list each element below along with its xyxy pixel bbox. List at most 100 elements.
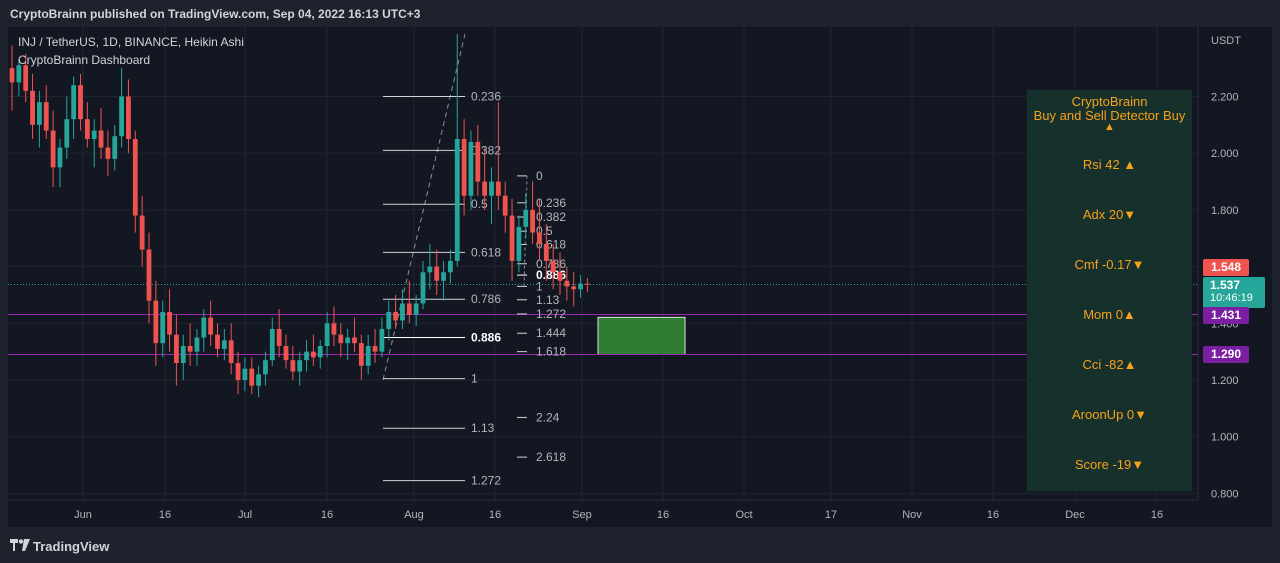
fib-small-level-label: 0.236 <box>536 196 566 210</box>
candle-body <box>345 337 351 344</box>
candle-body <box>269 328 275 361</box>
fib-small-level-label: 1.272 <box>536 307 566 321</box>
dashboard-panel: CryptoBrainn Buy and Sell Detector Buy ▲… <box>1027 90 1192 491</box>
candle-body <box>448 260 453 273</box>
dashboard-title-1: CryptoBrainn <box>1071 94 1148 109</box>
publish-info: CryptoBrainn published on TradingView.co… <box>10 7 421 21</box>
candle-body <box>393 311 398 321</box>
candle-body <box>23 65 29 91</box>
candle-body <box>406 303 412 315</box>
candle-body <box>37 102 42 125</box>
y-tick-label: 0.800 <box>1211 488 1239 500</box>
candle-body <box>84 119 90 140</box>
candle-body <box>228 340 234 363</box>
x-tick-label: Oct <box>735 509 752 521</box>
fib-small-level-label: 1.444 <box>536 326 566 340</box>
candle-body <box>167 311 172 335</box>
candle-body <box>256 374 261 386</box>
candle-body <box>215 334 220 349</box>
candle-body <box>174 334 179 363</box>
x-tick-label: 17 <box>825 509 837 521</box>
candle-body <box>16 65 22 83</box>
fib-small-level-label: 1.13 <box>536 293 560 307</box>
fib-small-level-label: 1 <box>536 279 543 293</box>
candles[interactable] <box>9 34 590 398</box>
footer: TradingView <box>0 530 1280 563</box>
price-chart[interactable]: 0.2360.3820.50.6180.7860.88611.131.27200… <box>8 27 1272 527</box>
dashboard-cci: Cci -82▲ <box>1082 357 1137 372</box>
candle-body <box>146 249 152 301</box>
fib-level-label: 1 <box>471 372 478 386</box>
candle-body <box>201 317 207 338</box>
candle-body <box>543 243 549 261</box>
candle-body <box>30 90 35 125</box>
fib-level-label: 1.272 <box>471 474 501 488</box>
dashboard-title-2: Buy and Sell Detector Buy <box>1033 108 1186 123</box>
candle-body <box>132 139 138 216</box>
x-tick-label: Nov <box>902 509 922 521</box>
candle-body <box>482 181 488 196</box>
x-tick-label: Sep <box>572 509 592 521</box>
y-tick-label: 2.200 <box>1211 92 1239 104</box>
fib-level-label: 0.786 <box>471 292 501 306</box>
candle-body <box>283 345 289 361</box>
candle-body <box>585 283 590 285</box>
candle-body <box>365 345 371 366</box>
dashboard-mom: Mom 0▲ <box>1083 307 1136 322</box>
fib-level-label: 0.886 <box>471 330 501 344</box>
fib-level-label: 0.5 <box>471 197 488 211</box>
candle-body <box>242 368 248 380</box>
candle-body <box>550 260 556 273</box>
candle-body <box>311 351 316 358</box>
candle-body <box>537 232 542 244</box>
target-zone-layer <box>597 316 686 355</box>
x-tick-label: Jun <box>74 509 92 521</box>
y-tick-label: 1.800 <box>1211 205 1239 217</box>
dashboard-cmf: Cmf -0.17▼ <box>1074 257 1145 272</box>
x-tick-label: 16 <box>321 509 333 521</box>
x-tick-label: Jul <box>238 509 252 521</box>
candle-body <box>427 266 433 273</box>
fib-level-label: 0.618 <box>471 245 501 259</box>
candle-body <box>126 96 131 140</box>
footer-brand[interactable]: TradingView <box>33 539 110 554</box>
x-tick-label: 16 <box>1151 509 1163 521</box>
candle-body <box>400 303 405 321</box>
dashboard-score: Score -19▼ <box>1074 457 1145 472</box>
current-price-value: 1.537 <box>1210 278 1241 292</box>
x-tick-label: 16 <box>489 509 501 521</box>
symbol-legend[interactable]: INJ / TetherUS, 1D, BINANCE, Heikin Ashi <box>18 35 244 49</box>
tradingview-logo-icon[interactable] <box>10 539 30 553</box>
candle-body <box>119 96 124 137</box>
candle-body <box>276 328 282 346</box>
y-axis[interactable]: 2.2002.0001.8001.6001.4001.2001.0000.800… <box>1197 27 1241 500</box>
fib-small-level-label: 2.24 <box>536 410 560 424</box>
y-axis-unit: USDT <box>1211 35 1241 47</box>
x-axis[interactable]: Jun 16 Jul 16 Aug 16 Sep 16 Oct 17 Nov 16 Dec 16 <box>8 499 1198 521</box>
candle-body <box>91 130 97 140</box>
candle-body <box>98 130 104 148</box>
candle-body <box>297 360 303 372</box>
indicator-legend[interactable]: CryptoBrainn Dashboard <box>18 53 151 67</box>
candle-body <box>434 266 440 281</box>
bar-countdown: 10:46:19 <box>1210 292 1253 304</box>
candle-body <box>495 181 501 196</box>
candle-body <box>564 280 570 287</box>
candle-body <box>221 340 227 349</box>
candle-body <box>358 343 364 366</box>
fib-small-level-label: 0 <box>536 169 543 183</box>
dashboard-title-arrow: ▲ <box>1104 121 1115 133</box>
fib-small-level-label: 2.618 <box>536 450 566 464</box>
candle-body <box>304 351 309 361</box>
candle-body <box>194 337 200 352</box>
candle-body <box>43 102 49 131</box>
candle-body <box>112 136 118 159</box>
candle-body <box>578 283 583 290</box>
candle-body <box>57 147 63 168</box>
candle-body <box>208 317 214 335</box>
dashboard-rsi: Rsi 42 ▲ <box>1082 157 1137 172</box>
y-tick-label: 2.000 <box>1211 148 1239 160</box>
candle-body <box>331 323 337 335</box>
candle-body <box>571 286 577 290</box>
candle-body <box>468 141 474 196</box>
